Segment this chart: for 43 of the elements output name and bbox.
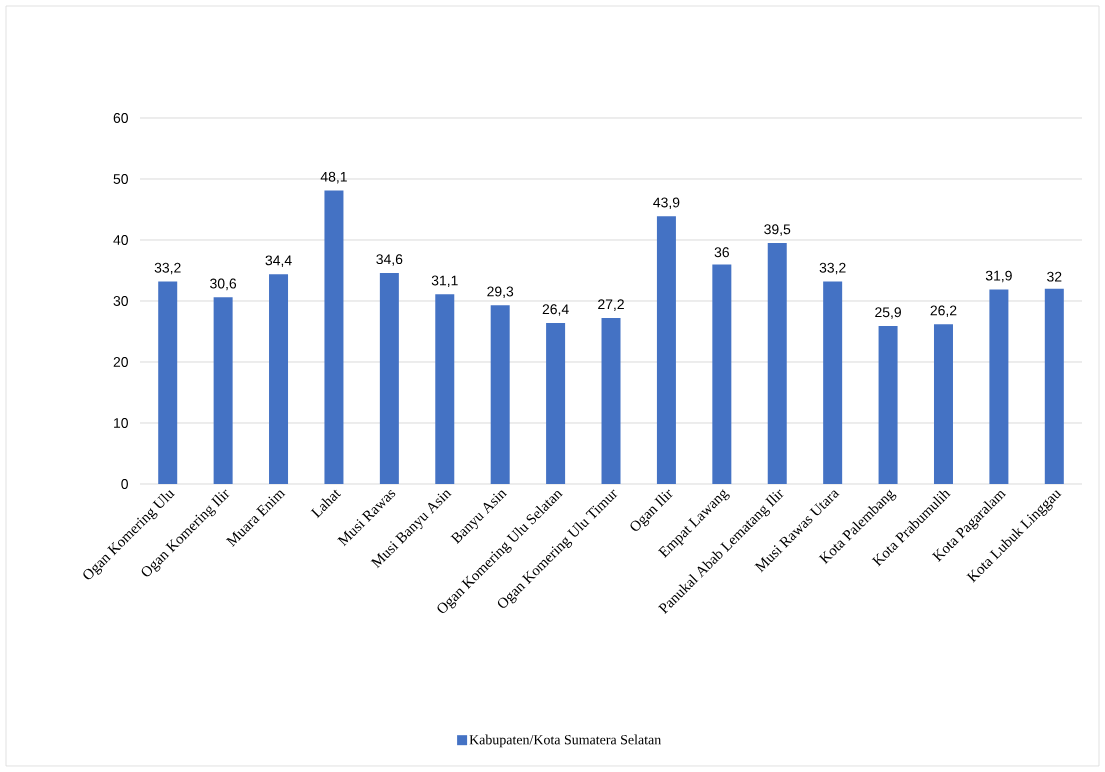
data-label: 26,4 xyxy=(542,304,569,316)
data-label: 29,3 xyxy=(487,286,514,299)
bar xyxy=(933,324,953,484)
y-tick-label: 0 xyxy=(121,479,128,489)
data-label: 34,4 xyxy=(265,255,292,267)
y-tick-label: 50 xyxy=(113,174,128,184)
data-label: 34,6 xyxy=(376,254,403,266)
bar xyxy=(656,216,676,484)
bar xyxy=(823,281,843,484)
y-tick-label: 20 xyxy=(113,357,128,367)
data-label: 43,9 xyxy=(653,197,680,210)
bar xyxy=(158,281,178,484)
data-label: 48,1 xyxy=(320,171,347,184)
data-label: 31,9 xyxy=(985,270,1012,283)
bar xyxy=(601,318,621,484)
data-label: 33,2 xyxy=(819,262,846,275)
bar xyxy=(213,297,233,484)
bar xyxy=(435,294,455,484)
bar xyxy=(379,272,399,484)
bar xyxy=(1044,288,1064,484)
y-tick-label: 40 xyxy=(113,235,128,245)
data-label: 32 xyxy=(1047,271,1062,282)
y-tick-label: 30 xyxy=(113,296,128,306)
bar xyxy=(767,243,787,484)
data-label: 27,2 xyxy=(598,299,624,311)
data-label: 25,9 xyxy=(875,307,901,319)
y-tick-label: 10 xyxy=(114,418,128,428)
data-label: 31,1 xyxy=(431,275,458,288)
data-label: 30,6 xyxy=(210,278,237,291)
bar xyxy=(712,264,732,484)
legend-label: Kabupaten/Kota Sumatera Selatan xyxy=(469,734,662,748)
bar xyxy=(324,190,344,484)
data-label: 36 xyxy=(714,247,729,258)
data-label: 26,2 xyxy=(930,305,957,317)
x-tick-label: Ogan Ilir xyxy=(630,489,673,531)
data-label: 33,2 xyxy=(154,262,181,275)
y-tick-label: 60 xyxy=(113,113,128,123)
bar xyxy=(989,289,1009,484)
data-label: 39,5 xyxy=(764,224,791,236)
bar xyxy=(490,305,510,484)
bar xyxy=(546,322,566,484)
bar xyxy=(878,326,898,484)
bar xyxy=(269,274,289,484)
